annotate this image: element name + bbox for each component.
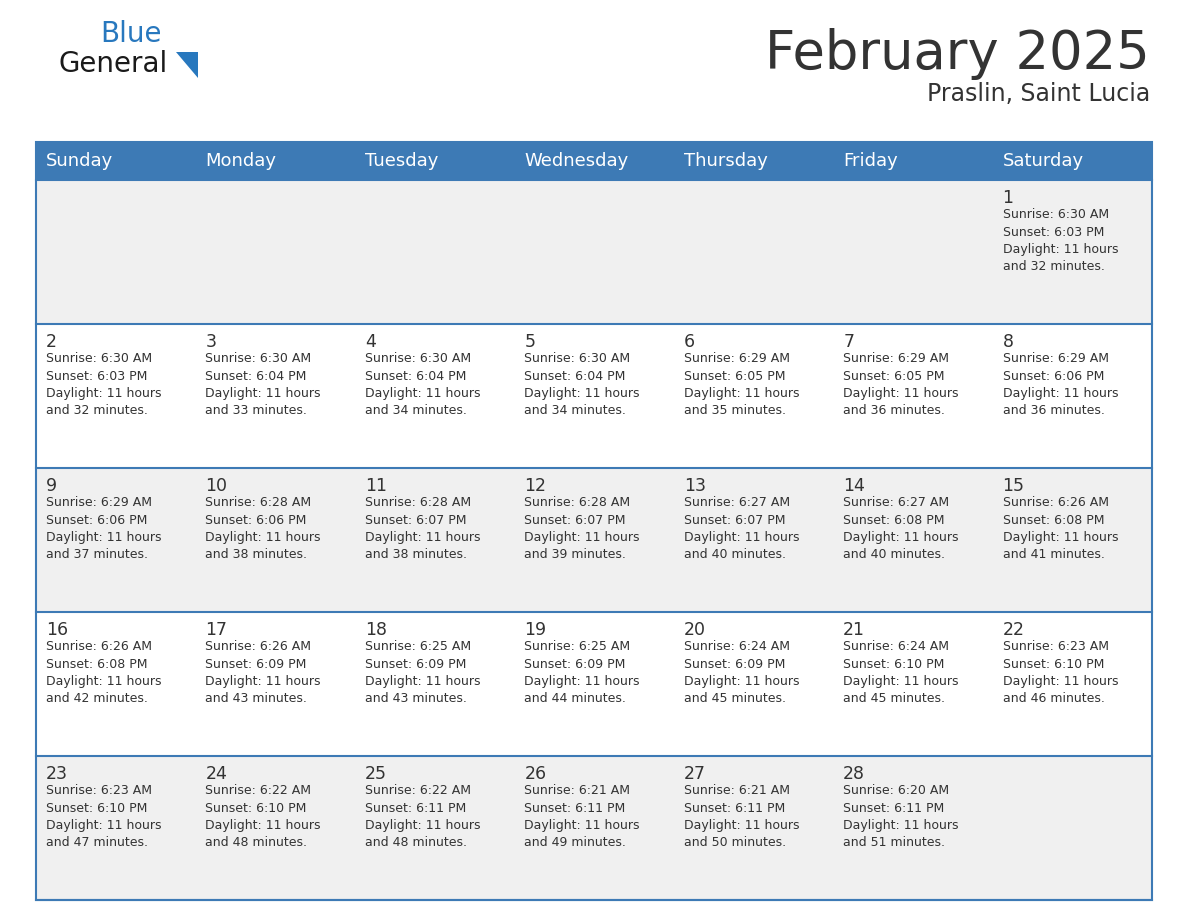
Text: Sunrise: 6:26 AM
Sunset: 6:08 PM
Daylight: 11 hours
and 42 minutes.: Sunrise: 6:26 AM Sunset: 6:08 PM Dayligh…: [46, 640, 162, 706]
Text: 20: 20: [684, 621, 706, 639]
Text: Saturday: Saturday: [1003, 152, 1083, 170]
Text: Wednesday: Wednesday: [524, 152, 628, 170]
Text: 12: 12: [524, 477, 546, 495]
Text: 4: 4: [365, 333, 375, 351]
Text: 18: 18: [365, 621, 387, 639]
Text: 14: 14: [843, 477, 865, 495]
Text: Praslin, Saint Lucia: Praslin, Saint Lucia: [927, 82, 1150, 106]
Text: Sunrise: 6:21 AM
Sunset: 6:11 PM
Daylight: 11 hours
and 49 minutes.: Sunrise: 6:21 AM Sunset: 6:11 PM Dayligh…: [524, 784, 640, 849]
Text: February 2025: February 2025: [765, 28, 1150, 80]
Text: 26: 26: [524, 765, 546, 783]
Text: Sunrise: 6:23 AM
Sunset: 6:10 PM
Daylight: 11 hours
and 47 minutes.: Sunrise: 6:23 AM Sunset: 6:10 PM Dayligh…: [46, 784, 162, 849]
Text: 13: 13: [684, 477, 706, 495]
Text: General: General: [58, 50, 168, 78]
Text: Sunrise: 6:30 AM
Sunset: 6:03 PM
Daylight: 11 hours
and 32 minutes.: Sunrise: 6:30 AM Sunset: 6:03 PM Dayligh…: [46, 352, 162, 418]
Polygon shape: [176, 52, 198, 78]
Text: 17: 17: [206, 621, 227, 639]
Text: 8: 8: [1003, 333, 1013, 351]
Text: 24: 24: [206, 765, 227, 783]
Text: Sunrise: 6:27 AM
Sunset: 6:07 PM
Daylight: 11 hours
and 40 minutes.: Sunrise: 6:27 AM Sunset: 6:07 PM Dayligh…: [684, 496, 800, 562]
Text: Sunday: Sunday: [46, 152, 113, 170]
Text: 10: 10: [206, 477, 227, 495]
Text: 5: 5: [524, 333, 536, 351]
Text: Sunrise: 6:30 AM
Sunset: 6:03 PM
Daylight: 11 hours
and 32 minutes.: Sunrise: 6:30 AM Sunset: 6:03 PM Dayligh…: [1003, 208, 1118, 274]
Text: 23: 23: [46, 765, 68, 783]
Text: Sunrise: 6:26 AM
Sunset: 6:09 PM
Daylight: 11 hours
and 43 minutes.: Sunrise: 6:26 AM Sunset: 6:09 PM Dayligh…: [206, 640, 321, 706]
Text: Sunrise: 6:28 AM
Sunset: 6:06 PM
Daylight: 11 hours
and 38 minutes.: Sunrise: 6:28 AM Sunset: 6:06 PM Dayligh…: [206, 496, 321, 562]
Text: 1: 1: [1003, 189, 1013, 207]
Text: Sunrise: 6:26 AM
Sunset: 6:08 PM
Daylight: 11 hours
and 41 minutes.: Sunrise: 6:26 AM Sunset: 6:08 PM Dayligh…: [1003, 496, 1118, 562]
Text: Sunrise: 6:29 AM
Sunset: 6:06 PM
Daylight: 11 hours
and 36 minutes.: Sunrise: 6:29 AM Sunset: 6:06 PM Dayligh…: [1003, 352, 1118, 418]
Text: 25: 25: [365, 765, 387, 783]
Bar: [36, 756, 1152, 900]
Text: 16: 16: [46, 621, 68, 639]
Bar: [36, 142, 1152, 900]
Text: Sunrise: 6:27 AM
Sunset: 6:08 PM
Daylight: 11 hours
and 40 minutes.: Sunrise: 6:27 AM Sunset: 6:08 PM Dayligh…: [843, 496, 959, 562]
Bar: [36, 612, 1152, 756]
Text: Thursday: Thursday: [684, 152, 767, 170]
Text: 7: 7: [843, 333, 854, 351]
Text: 27: 27: [684, 765, 706, 783]
Text: 15: 15: [1003, 477, 1024, 495]
Text: Sunrise: 6:25 AM
Sunset: 6:09 PM
Daylight: 11 hours
and 43 minutes.: Sunrise: 6:25 AM Sunset: 6:09 PM Dayligh…: [365, 640, 480, 706]
Text: Sunrise: 6:30 AM
Sunset: 6:04 PM
Daylight: 11 hours
and 34 minutes.: Sunrise: 6:30 AM Sunset: 6:04 PM Dayligh…: [365, 352, 480, 418]
Text: Sunrise: 6:29 AM
Sunset: 6:05 PM
Daylight: 11 hours
and 36 minutes.: Sunrise: 6:29 AM Sunset: 6:05 PM Dayligh…: [843, 352, 959, 418]
Bar: [36, 324, 1152, 468]
Text: Sunrise: 6:21 AM
Sunset: 6:11 PM
Daylight: 11 hours
and 50 minutes.: Sunrise: 6:21 AM Sunset: 6:11 PM Dayligh…: [684, 784, 800, 849]
Text: Sunrise: 6:25 AM
Sunset: 6:09 PM
Daylight: 11 hours
and 44 minutes.: Sunrise: 6:25 AM Sunset: 6:09 PM Dayligh…: [524, 640, 640, 706]
Text: 6: 6: [684, 333, 695, 351]
Text: Sunrise: 6:24 AM
Sunset: 6:09 PM
Daylight: 11 hours
and 45 minutes.: Sunrise: 6:24 AM Sunset: 6:09 PM Dayligh…: [684, 640, 800, 706]
Text: Sunrise: 6:24 AM
Sunset: 6:10 PM
Daylight: 11 hours
and 45 minutes.: Sunrise: 6:24 AM Sunset: 6:10 PM Dayligh…: [843, 640, 959, 706]
Bar: [36, 180, 1152, 324]
Text: 19: 19: [524, 621, 546, 639]
Text: Blue: Blue: [100, 20, 162, 48]
Text: Sunrise: 6:28 AM
Sunset: 6:07 PM
Daylight: 11 hours
and 38 minutes.: Sunrise: 6:28 AM Sunset: 6:07 PM Dayligh…: [365, 496, 480, 562]
Text: Sunrise: 6:29 AM
Sunset: 6:06 PM
Daylight: 11 hours
and 37 minutes.: Sunrise: 6:29 AM Sunset: 6:06 PM Dayligh…: [46, 496, 162, 562]
Text: Friday: Friday: [843, 152, 898, 170]
Text: Tuesday: Tuesday: [365, 152, 438, 170]
Text: 28: 28: [843, 765, 865, 783]
Text: 21: 21: [843, 621, 865, 639]
Text: 2: 2: [46, 333, 57, 351]
Text: Monday: Monday: [206, 152, 277, 170]
Text: Sunrise: 6:22 AM
Sunset: 6:10 PM
Daylight: 11 hours
and 48 minutes.: Sunrise: 6:22 AM Sunset: 6:10 PM Dayligh…: [206, 784, 321, 849]
Text: Sunrise: 6:28 AM
Sunset: 6:07 PM
Daylight: 11 hours
and 39 minutes.: Sunrise: 6:28 AM Sunset: 6:07 PM Dayligh…: [524, 496, 640, 562]
Text: Sunrise: 6:23 AM
Sunset: 6:10 PM
Daylight: 11 hours
and 46 minutes.: Sunrise: 6:23 AM Sunset: 6:10 PM Dayligh…: [1003, 640, 1118, 706]
Text: Sunrise: 6:30 AM
Sunset: 6:04 PM
Daylight: 11 hours
and 34 minutes.: Sunrise: 6:30 AM Sunset: 6:04 PM Dayligh…: [524, 352, 640, 418]
Bar: [36, 142, 1152, 180]
Text: Sunrise: 6:29 AM
Sunset: 6:05 PM
Daylight: 11 hours
and 35 minutes.: Sunrise: 6:29 AM Sunset: 6:05 PM Dayligh…: [684, 352, 800, 418]
Text: 11: 11: [365, 477, 387, 495]
Bar: [36, 468, 1152, 612]
Text: 22: 22: [1003, 621, 1024, 639]
Text: 3: 3: [206, 333, 216, 351]
Text: Sunrise: 6:30 AM
Sunset: 6:04 PM
Daylight: 11 hours
and 33 minutes.: Sunrise: 6:30 AM Sunset: 6:04 PM Dayligh…: [206, 352, 321, 418]
Text: Sunrise: 6:22 AM
Sunset: 6:11 PM
Daylight: 11 hours
and 48 minutes.: Sunrise: 6:22 AM Sunset: 6:11 PM Dayligh…: [365, 784, 480, 849]
Text: Sunrise: 6:20 AM
Sunset: 6:11 PM
Daylight: 11 hours
and 51 minutes.: Sunrise: 6:20 AM Sunset: 6:11 PM Dayligh…: [843, 784, 959, 849]
Text: 9: 9: [46, 477, 57, 495]
